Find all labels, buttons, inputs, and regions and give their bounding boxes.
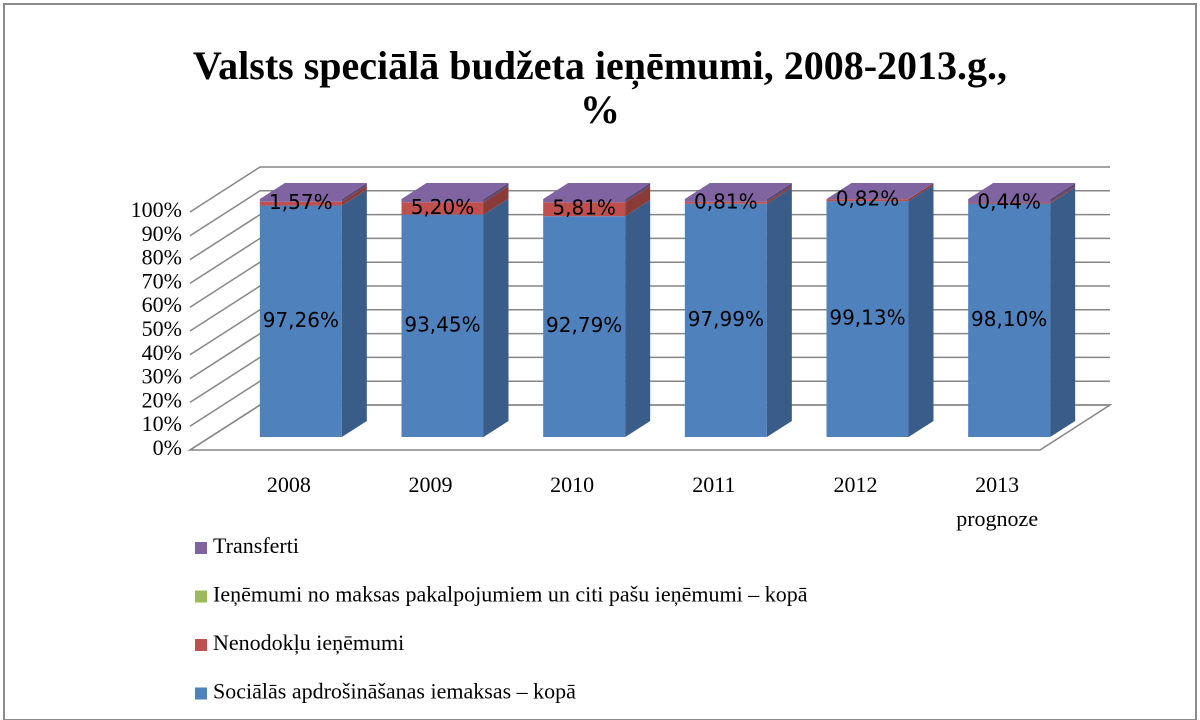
bar-side [483, 183, 509, 203]
legend-swatch [195, 590, 207, 603]
bar-segment [259, 199, 342, 202]
bar-side [341, 183, 367, 202]
bar-side [908, 183, 934, 200]
legend-swatch [195, 687, 207, 700]
bar-side [766, 183, 792, 202]
grid-line [189, 190, 1110, 237]
bar-side [908, 185, 934, 437]
data-label: 0,44% [977, 189, 1041, 213]
x-tick-label: 2012 [834, 472, 878, 497]
data-label: 5,81% [552, 196, 616, 220]
bar-segment [968, 202, 1051, 204]
y-tick-label: 80% [142, 245, 182, 270]
bar-segment [543, 216, 626, 437]
grid-line [189, 166, 1110, 213]
bar-segment [401, 202, 484, 215]
bar-side [1050, 183, 1076, 203]
bar-top [543, 183, 651, 199]
y-tick-label: 90% [142, 221, 182, 246]
data-label: 98,10% [971, 307, 1047, 331]
bar-top [684, 183, 792, 199]
bar-side [908, 183, 934, 202]
bar-top [259, 183, 367, 199]
bar-segment [401, 199, 484, 203]
bar-side [341, 185, 367, 206]
bar-segment [684, 203, 767, 437]
legend-label: Nenodokļu ieņēmumi [213, 630, 404, 655]
bar-segment [684, 199, 767, 202]
data-label: 92,79% [546, 313, 622, 337]
bar-segment [826, 201, 909, 437]
x-tick-label: 2009 [409, 472, 453, 497]
legend-label: Transferti [213, 533, 299, 558]
data-label: 5,20% [411, 195, 475, 219]
y-tick-label: 0% [153, 435, 182, 460]
x-tick-label: 2013 prognoze [956, 472, 1038, 531]
legend-swatch [195, 639, 207, 651]
bar-segment [684, 201, 767, 204]
bar-side [625, 183, 651, 203]
y-tick-label: 70% [142, 268, 182, 293]
bar-top [968, 183, 1076, 199]
bar-segment [543, 199, 626, 203]
data-label: 0,82% [836, 187, 900, 211]
y-tick-label: 30% [142, 364, 182, 389]
data-label: 93,45% [404, 312, 480, 336]
bar-top [401, 183, 509, 199]
chart-title: Valsts speciālā budžeta ieņēmumi, 2008-2… [193, 43, 1007, 132]
y-tick-label: 10% [142, 411, 182, 436]
legend-swatch [195, 542, 207, 554]
x-tick-label: 2010 [550, 472, 594, 497]
y-tick-label: 50% [142, 316, 182, 341]
bar-top [826, 183, 934, 199]
bar-segment [259, 201, 342, 206]
bar-segment [259, 205, 342, 437]
bar-segment [543, 202, 626, 217]
bar-side [483, 198, 509, 437]
bar-segment [968, 203, 1051, 437]
legend-label: Sociālās apdrošināšanas iemaksas – kopā [213, 679, 576, 704]
data-label: 97,99% [688, 307, 764, 331]
bar-segment [968, 199, 1051, 203]
bar-side [341, 189, 367, 437]
y-tick-label: 100% [131, 197, 182, 222]
legend-label: Ieņēmumi no maksas pakalpojumiem un citi… [213, 582, 808, 607]
bar-side [625, 200, 651, 437]
data-label: 1,57% [269, 190, 333, 214]
bar-segment [401, 214, 484, 437]
data-label: 0,81% [694, 189, 758, 213]
y-tick-label: 60% [142, 292, 182, 317]
x-tick-label: 2008 [267, 472, 311, 497]
bar-side [1050, 187, 1076, 437]
bar-segment [826, 199, 909, 202]
data-label: 99,13% [829, 306, 905, 330]
bar-side [625, 186, 651, 217]
y-tick-label: 40% [142, 340, 182, 365]
bar-side [483, 186, 509, 215]
data-label: 97,26% [263, 308, 339, 332]
bar-side [766, 187, 792, 437]
x-tick-label: 2011 [692, 472, 735, 497]
bar-side [1050, 186, 1076, 204]
bar-side [766, 185, 792, 204]
y-tick-label: 20% [142, 387, 182, 412]
